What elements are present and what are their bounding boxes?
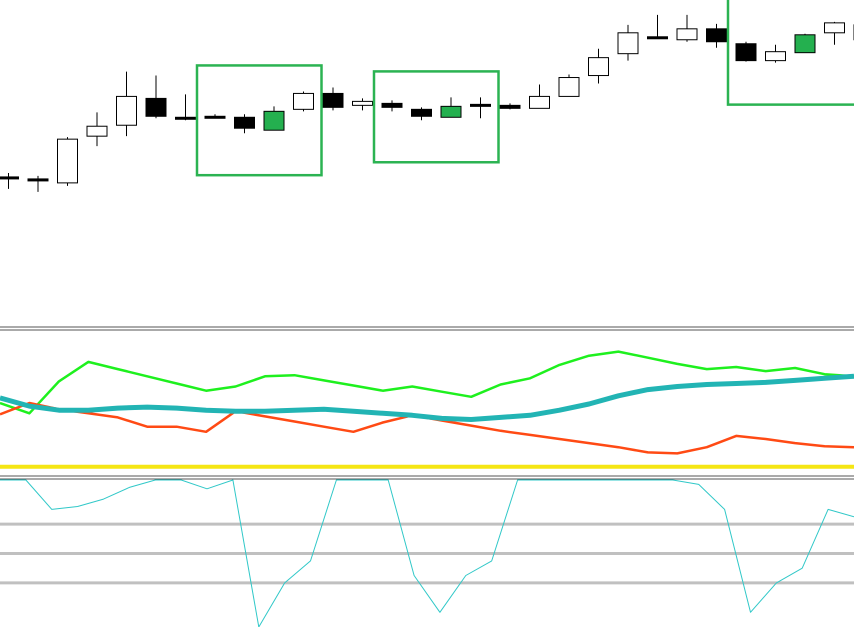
moving-average-line xyxy=(0,401,854,455)
candle-body xyxy=(470,103,491,107)
moving-average-line xyxy=(0,373,854,422)
candle-body xyxy=(529,95,550,109)
oscillator-line xyxy=(0,479,854,627)
highlight-box xyxy=(726,0,854,106)
candle-body xyxy=(411,108,432,117)
candle-body xyxy=(293,92,314,110)
candle-body xyxy=(440,105,462,118)
candle-body xyxy=(27,178,49,182)
candle-body xyxy=(824,22,845,34)
candle-body xyxy=(116,95,137,126)
highlight-box xyxy=(195,64,323,177)
candle-body xyxy=(617,32,639,55)
candle-body xyxy=(381,102,403,108)
candle-body xyxy=(735,43,757,62)
pane-separator xyxy=(0,475,854,480)
candle-body xyxy=(204,115,226,119)
pane-separator xyxy=(0,326,854,331)
candle-body xyxy=(352,100,373,106)
candle-body xyxy=(175,116,196,120)
candle-body xyxy=(499,104,521,109)
candle-body xyxy=(765,51,786,62)
candle-body xyxy=(263,110,285,131)
candle-body xyxy=(647,36,668,40)
indicator-pane-moving-averages xyxy=(0,350,854,469)
candle-body xyxy=(676,28,698,41)
highlight-box xyxy=(372,70,500,164)
candle-body xyxy=(234,116,255,129)
indicator-pane-oscillator xyxy=(0,479,854,627)
moving-average-line xyxy=(0,350,854,415)
candle-body xyxy=(794,34,816,54)
candle-body xyxy=(145,97,167,117)
candle-body xyxy=(57,138,78,184)
candle-body xyxy=(0,176,19,180)
candle-body xyxy=(322,92,344,108)
candle-body xyxy=(706,28,727,43)
candle-body xyxy=(558,77,580,97)
price-pane xyxy=(0,0,854,192)
candle-body xyxy=(86,125,108,137)
candle-body xyxy=(588,57,609,77)
